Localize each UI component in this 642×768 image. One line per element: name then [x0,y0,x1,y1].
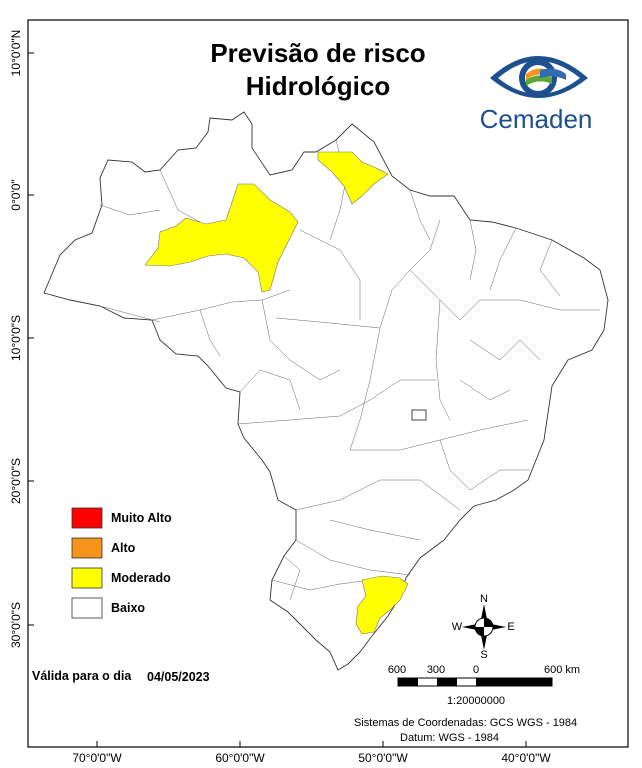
lat-label-0: 0°0'0" [9,179,23,210]
risk-area-amazonas [144,183,299,293]
eye-icon [490,56,588,98]
lat-label-20s: 20°0'0"S [9,458,23,504]
legend-swatch-baixo [71,597,103,619]
legend-label-moderado: Moderado [111,571,171,585]
lat-label-10s: 10°0'0"S [9,315,23,361]
map-frame [27,19,629,748]
legend-label-baixo: Baixo [111,601,145,615]
scale-label-0: 0 [473,664,479,676]
map-title-line2: Hidrológico [246,71,390,101]
scale-bar [397,677,553,687]
compass-e: E [507,621,514,633]
federal-district [411,409,427,421]
legend: Muito Alto Alto Moderado Baixo [71,507,172,619]
validity-date: 04/05/2023 [147,670,210,684]
compass-rose-icon [462,604,506,650]
scale-label-600-left: 600 [388,664,406,676]
brazil-outline [43,111,609,671]
regional-boundaries [99,139,600,601]
lon-label-40w: 40°0'0"W [501,751,551,765]
crs-system: Sistemas de Coordenadas: GCS WGS - 1984 [354,717,577,729]
compass-w: W [452,621,463,633]
risk-area-south [355,575,409,635]
legend-swatch-moderado [71,567,103,589]
scale-label-600km: 600 km [544,664,580,676]
lon-label-60w: 60°0'0"W [215,751,265,765]
lat-label-30s: 30°0'0"S [9,602,23,648]
scale-ratio: 1:20000000 [447,695,505,707]
lon-label-70w: 70°0'0"W [72,751,122,765]
compass-s: S [480,649,487,661]
lat-label-10n: 10°0'0"N [9,30,23,77]
legend-label-muito-alto: Muito Alto [111,511,172,525]
scale-label-300: 300 [427,664,445,676]
graticule-ticks [28,52,527,747]
crs-datum: Datum: WGS - 1984 [400,732,499,744]
lon-label-50w: 50°0'0"W [358,751,408,765]
legend-swatch-alto [71,537,103,559]
compass-n: N [480,593,488,605]
legend-swatch-muito-alto [71,507,103,529]
legend-label-alto: Alto [111,541,136,555]
cemaden-logo: Cemaden [480,56,593,134]
brand-name: Cemaden [480,104,593,134]
map-title-line1: Previsão de risco [210,38,425,68]
risk-area-roraima [317,151,389,205]
validity-prefix: Válida para o dia [32,669,132,683]
